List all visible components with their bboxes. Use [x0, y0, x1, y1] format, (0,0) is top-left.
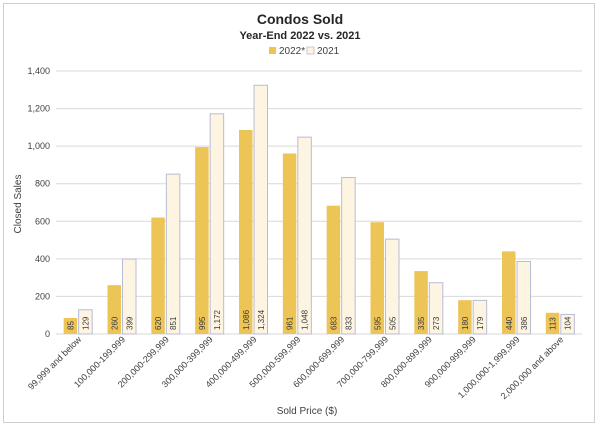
data-label-2022: 683: [329, 316, 338, 330]
bar-2021: [516, 260, 531, 335]
chart-subtitle: Year-End 2022 vs. 2021: [239, 30, 360, 42]
gridlines: [56, 70, 582, 335]
legend-swatch-2022: [269, 47, 276, 54]
bar-2021: [428, 282, 444, 335]
bar-2021: [560, 313, 575, 335]
bars: [63, 84, 575, 335]
data-label-2021: 386: [520, 316, 529, 330]
data-label-2021: 399: [125, 316, 134, 330]
x-axis-title: Sold Price ($): [277, 406, 338, 417]
data-label-2021: 1,324: [257, 309, 266, 330]
data-label-2022: 1,086: [242, 309, 251, 330]
y-tick-label: 1,000: [27, 141, 50, 151]
data-label-2021: 1,048: [301, 309, 310, 330]
bar-2022: [502, 251, 516, 334]
bar-2021: [472, 299, 488, 335]
bar-2022: [107, 285, 121, 334]
legend: 2022* 2021: [269, 46, 340, 57]
data-labels: 85 129 260 399 620 851 995 1,172 1,086 1,324 961 1,…: [66, 309, 572, 330]
bar-2022: [370, 222, 384, 334]
data-label-2021: 851: [169, 316, 178, 330]
data-label-2022: 995: [198, 316, 207, 330]
data-label-2022: 961: [286, 316, 295, 330]
data-label-2022: 595: [373, 316, 382, 330]
bar-2021: [122, 258, 137, 335]
y-tick-label: 200: [35, 291, 50, 301]
bar-2021: [209, 113, 225, 335]
bar-2021: [341, 177, 356, 335]
legend-swatch-2021: [306, 46, 315, 55]
y-tick-label: 800: [35, 179, 50, 189]
bar-2021: [253, 84, 268, 335]
y-axis-title: Closed Sales: [13, 175, 24, 234]
bar-2022: [282, 153, 297, 334]
bar-2022: [326, 205, 341, 334]
bar-2021: [165, 173, 181, 335]
bar-2022: [63, 318, 78, 334]
bar-2022: [414, 271, 428, 334]
bar-2021: [297, 136, 312, 335]
chart-frame: Condos Sold Year-End 2022 vs. 2021 2022*…: [3, 3, 595, 423]
data-label-2022: 85: [66, 321, 75, 330]
data-label-2022: 260: [110, 316, 119, 330]
x-axis-ticks: 99,999 and below100,000-199,999200,000-2…: [26, 334, 565, 401]
bar-2022: [545, 312, 560, 334]
data-label-2022: 440: [505, 316, 514, 330]
bar-2021: [385, 238, 400, 335]
y-tick-label: 600: [35, 216, 50, 226]
y-tick-label: 0: [45, 329, 50, 339]
bar-2022: [458, 300, 472, 334]
data-label-2021: 1,172: [213, 309, 222, 330]
y-tick-label: 1,200: [27, 104, 50, 114]
y-tick-label: 400: [35, 254, 50, 264]
data-label-2021: 833: [344, 316, 353, 330]
data-label-2021: 104: [564, 316, 573, 330]
y-tick-label: 1,400: [27, 66, 50, 76]
data-label-2022: 113: [549, 317, 558, 330]
legend-label-2021: 2021: [317, 46, 340, 57]
data-label-2021: 179: [476, 316, 485, 330]
bar-2022: [195, 147, 209, 334]
y-axis-ticks: 0 200 400 600 800 1,000 1,200 1,400: [27, 66, 50, 339]
bar-chart: Condos Sold Year-End 2022 vs. 2021 2022*…: [13, 11, 582, 417]
bar-2021: [78, 309, 93, 335]
legend-label-2022: 2022*: [279, 46, 305, 57]
bar-2022: [239, 129, 253, 334]
data-label-2021: 273: [432, 316, 441, 330]
chart-title: Condos Sold: [257, 11, 343, 27]
data-label-2022: 180: [461, 316, 470, 330]
data-label-2021: 129: [81, 316, 90, 330]
data-label-2022: 620: [154, 316, 163, 330]
bar-2022: [151, 217, 165, 334]
data-label-2021: 505: [388, 316, 397, 330]
data-label-2022: 335: [417, 316, 426, 330]
